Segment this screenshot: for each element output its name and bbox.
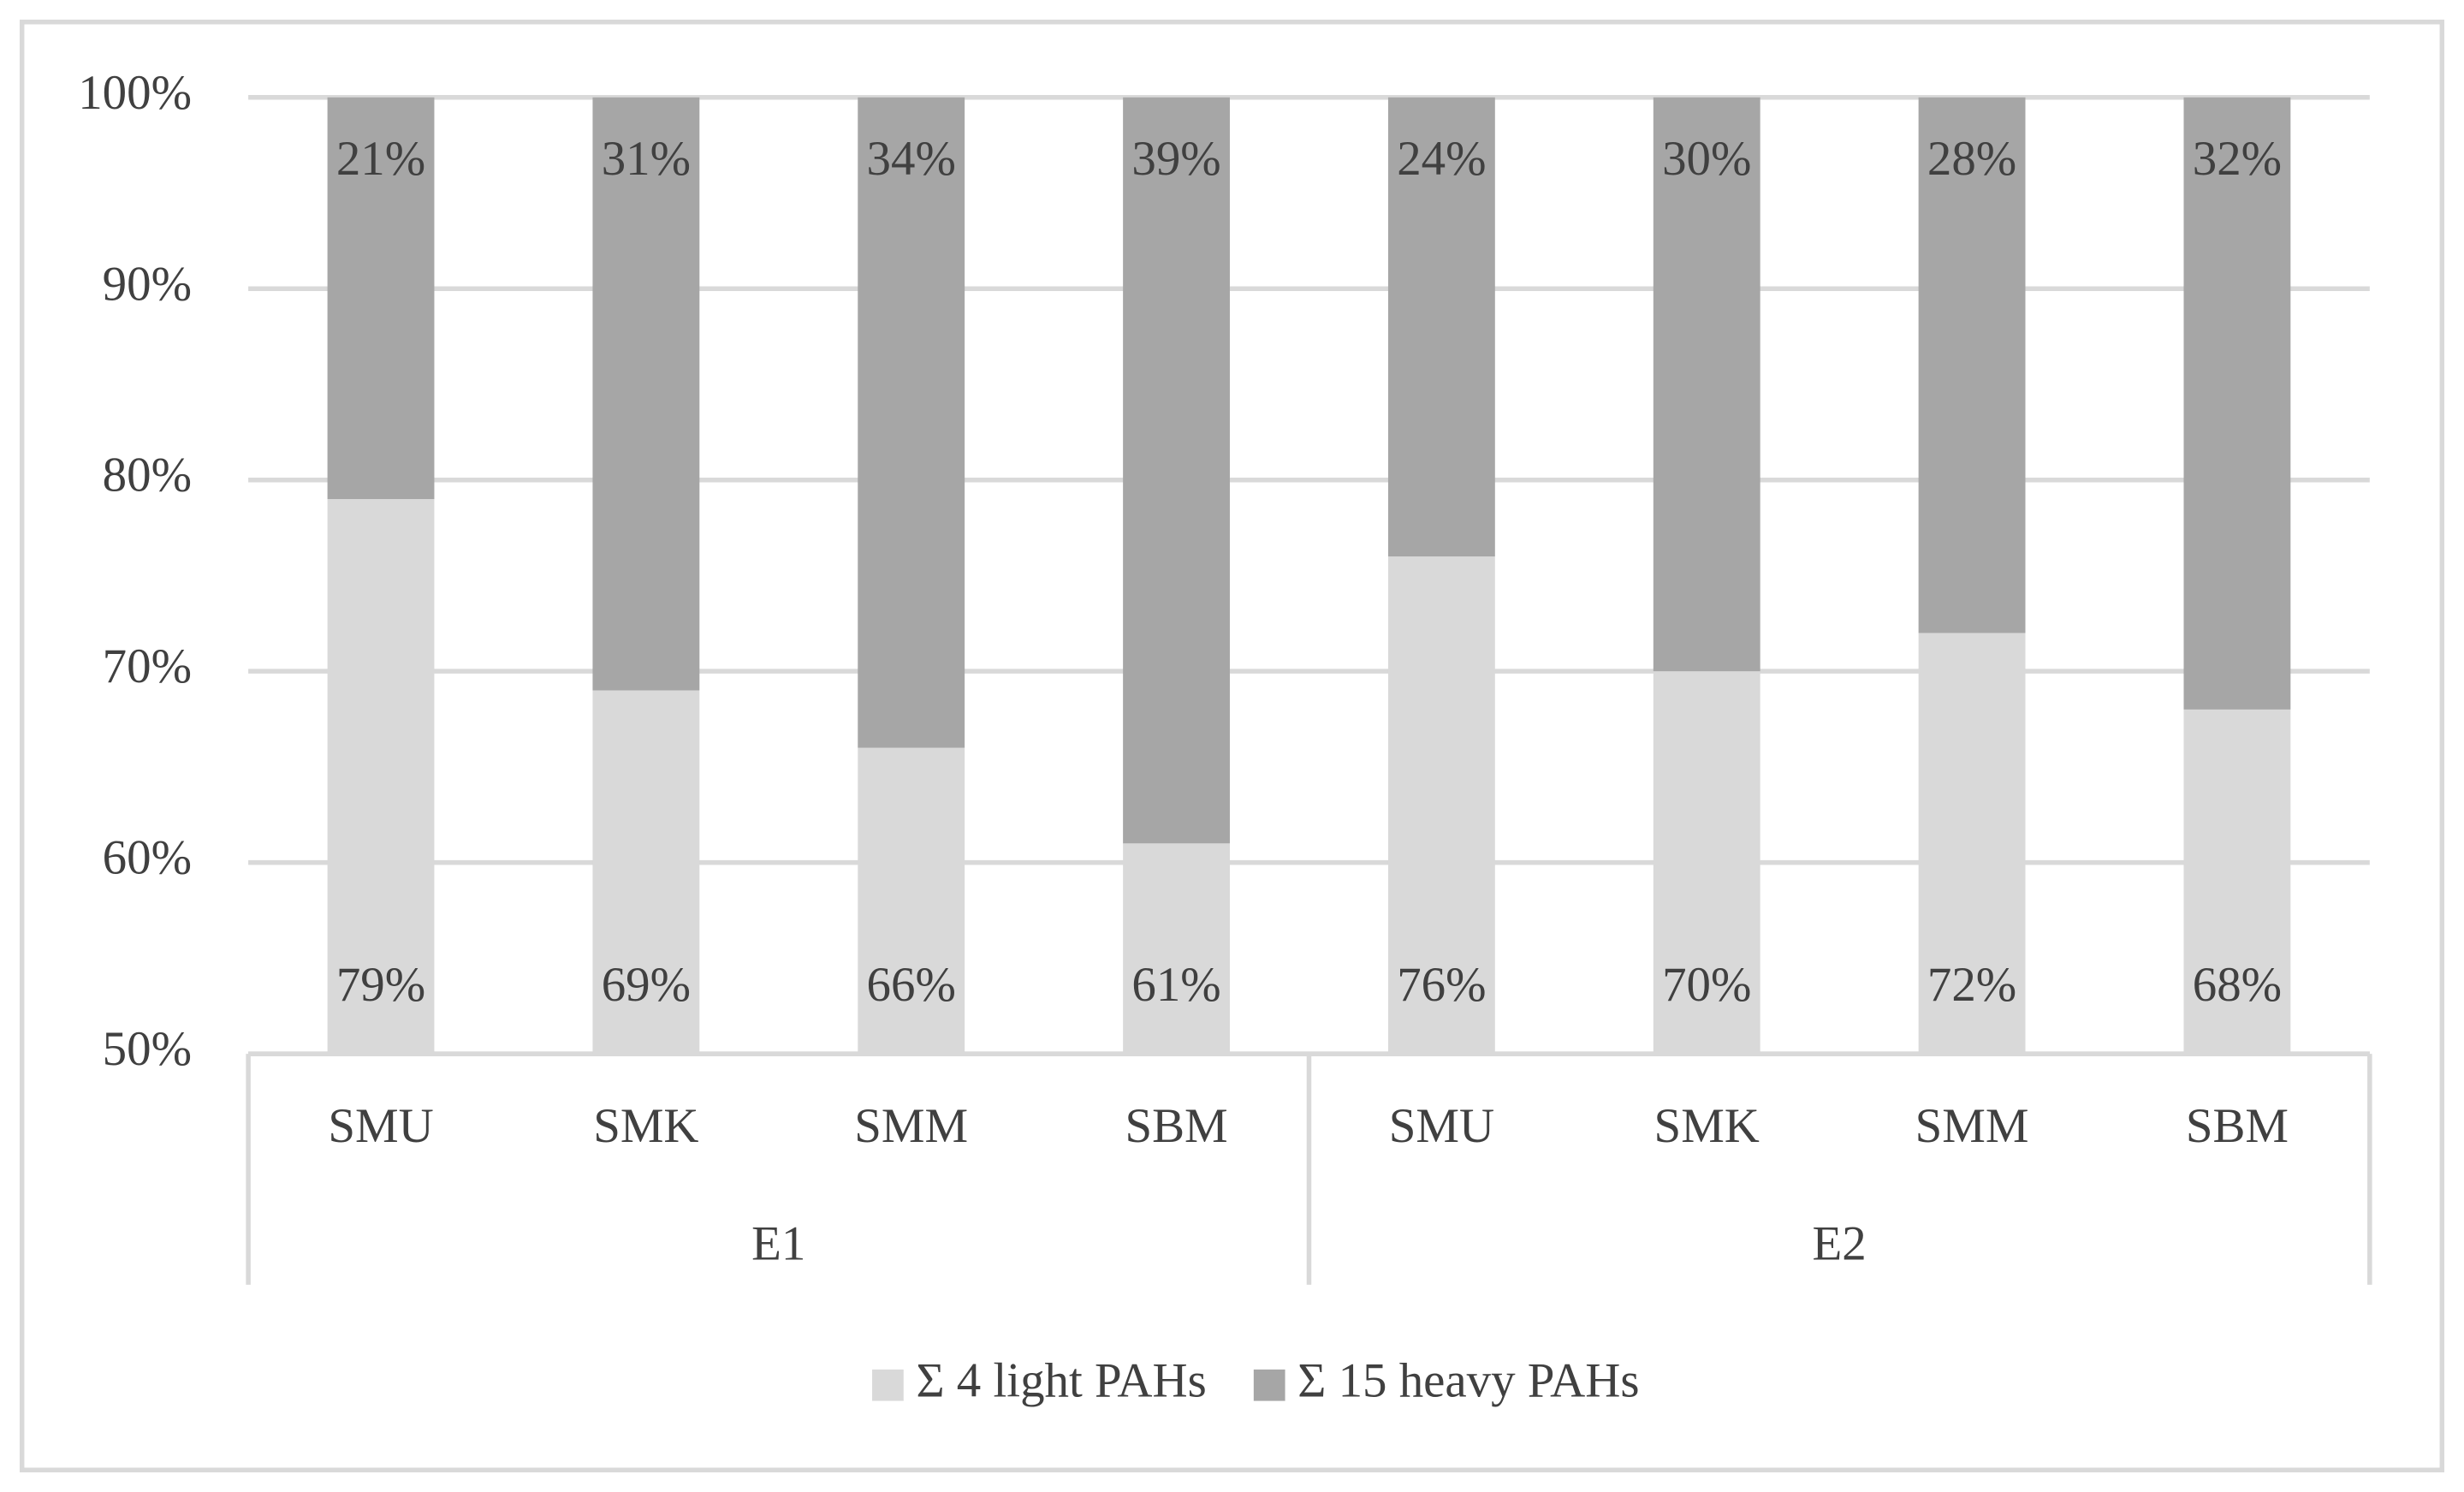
- data-label: 68%: [2193, 958, 2282, 1012]
- data-label: 30%: [1662, 132, 1751, 186]
- data-label: 72%: [1927, 958, 2016, 1012]
- bar-segment: [327, 97, 435, 500]
- x-tick-label: SBM: [1125, 1099, 1227, 1153]
- x-tick-label: SBM: [2186, 1099, 2289, 1153]
- group-label: E1: [751, 1217, 805, 1271]
- data-label: 32%: [2193, 132, 2282, 186]
- data-label: 24%: [1397, 132, 1486, 186]
- bar-segment: [592, 97, 700, 691]
- bar-segment: [1653, 97, 1760, 672]
- data-label: 39%: [1131, 132, 1220, 186]
- x-tick-label: SMU: [1389, 1099, 1494, 1153]
- data-label: 31%: [602, 132, 691, 186]
- bar-segment: [2183, 97, 2291, 710]
- legend-swatch: [1253, 1369, 1285, 1401]
- bar-segment: [1653, 671, 1760, 1055]
- data-label: 34%: [867, 132, 956, 186]
- data-label: 79%: [336, 958, 425, 1012]
- data-label: 69%: [602, 958, 691, 1012]
- bar-segment: [1918, 97, 2026, 633]
- bar-segment: [1387, 556, 1495, 1055]
- bar-segment: [1387, 97, 1495, 557]
- data-label: 61%: [1131, 958, 1220, 1012]
- legend-label: Σ 15 heavy PAHs: [1297, 1353, 1639, 1407]
- y-tick-label: 70%: [103, 639, 192, 693]
- x-tick-label: SMU: [328, 1099, 433, 1153]
- legend-swatch: [872, 1369, 904, 1401]
- x-tick-label: SMM: [1915, 1099, 2029, 1153]
- bar-segment: [1123, 97, 1230, 844]
- data-label: 70%: [1662, 958, 1751, 1012]
- x-tick-label: SMM: [854, 1099, 968, 1153]
- group-label: E2: [1813, 1217, 1867, 1271]
- data-label: 28%: [1927, 132, 2016, 186]
- y-tick-label: 100%: [78, 66, 192, 120]
- data-label: 76%: [1397, 958, 1486, 1012]
- y-tick-label: 60%: [103, 831, 192, 885]
- bar-segment: [858, 747, 965, 1055]
- bar-segment: [592, 690, 700, 1055]
- x-tick-label: SMK: [593, 1099, 698, 1153]
- data-label: 66%: [867, 958, 956, 1012]
- y-tick-label: 90%: [103, 257, 192, 311]
- bar-segment: [858, 97, 965, 748]
- y-tick-label: 80%: [103, 449, 192, 502]
- x-tick-label: SMK: [1654, 1099, 1760, 1153]
- legend-label: Σ 4 light PAHs: [916, 1353, 1206, 1407]
- bar-segment: [1918, 633, 2026, 1055]
- y-tick-label: 50%: [103, 1022, 192, 1076]
- bar-segment: [2183, 709, 2291, 1055]
- data-label: 21%: [336, 132, 425, 186]
- bar-segment: [1123, 843, 1230, 1055]
- bar-segment: [327, 499, 435, 1055]
